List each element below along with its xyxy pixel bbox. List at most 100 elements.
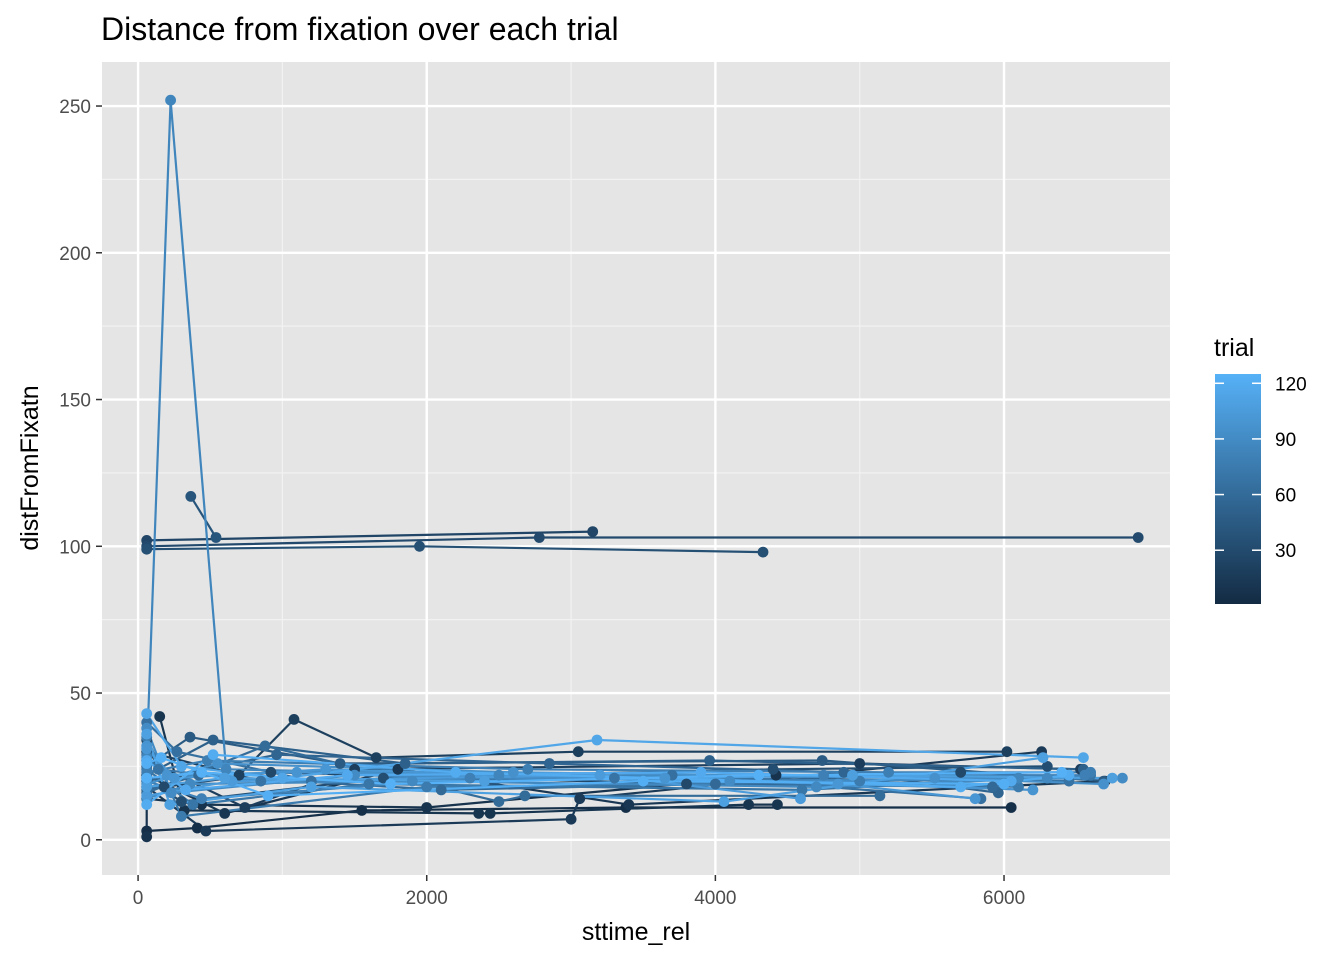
- data-point-trial-5: [356, 805, 368, 816]
- data-point-trial-50: [704, 755, 715, 766]
- data-point-trial-78: [522, 763, 534, 775]
- data-point-trial-10: [772, 799, 783, 810]
- legend-break-label: 60: [1275, 486, 1296, 507]
- data-point-trial-110: [141, 728, 153, 740]
- data-point-trial-115: [277, 772, 288, 784]
- data-point-trial-80: [196, 793, 208, 805]
- data-point-trial-10: [484, 808, 496, 819]
- legend-colorbar: [1215, 374, 1261, 604]
- data-point-trial-28: [681, 778, 692, 790]
- data-point-trial-10: [154, 711, 166, 722]
- data-point-trial-115: [141, 708, 153, 719]
- data-point-trial-98: [291, 766, 303, 778]
- data-point-trial-20: [572, 746, 584, 758]
- chart-title: Distance from fixation over each trial: [101, 11, 619, 47]
- data-point-trial-108: [1106, 772, 1118, 784]
- y-tick-label: 0: [80, 831, 91, 852]
- data-point-trial-20: [1001, 746, 1013, 758]
- data-point-trial-124: [385, 778, 396, 790]
- data-point-trial-95: [212, 758, 223, 769]
- data-point-trial-68: [609, 772, 620, 784]
- legend: trial 30 60 90 120: [1214, 334, 1307, 604]
- data-point-trial-58: [987, 781, 998, 793]
- data-point-trial-58: [710, 778, 721, 790]
- data-point-trial-65: [171, 746, 183, 758]
- legend-break-label: 30: [1275, 541, 1296, 562]
- x-axis-title: sttime_rel: [582, 918, 690, 946]
- data-point-trial-98: [1027, 784, 1039, 796]
- data-point-trial-60: [493, 796, 505, 807]
- data-point-trial-33: [767, 763, 779, 775]
- data-point-trial-35: [141, 543, 153, 555]
- data-point-trial-68: [152, 763, 164, 775]
- data-point-trial-60: [259, 740, 271, 752]
- data-point-trial-90: [165, 787, 177, 799]
- data-point-trial-85: [165, 94, 177, 106]
- data-point-trial-124: [196, 766, 208, 778]
- y-axis: 0 50 100 150 200 250: [59, 97, 102, 852]
- data-point-trial-110: [305, 781, 317, 793]
- data-point-trial-122: [155, 752, 167, 763]
- x-tick-label: 2000: [406, 888, 448, 909]
- data-point-trial-120: [207, 749, 219, 761]
- data-point-trial-110: [1037, 752, 1049, 763]
- data-point-trial-122: [262, 790, 274, 802]
- data-point-trial-75: [176, 810, 187, 822]
- data-point-trial-95: [1098, 778, 1109, 790]
- data-point-trial-122: [637, 775, 649, 787]
- data-point-trial-100: [832, 778, 844, 790]
- y-tick-label: 250: [59, 97, 91, 118]
- data-point-trial-35: [757, 546, 769, 558]
- data-point-trial-95: [507, 766, 519, 778]
- data-point-trial-95: [929, 772, 941, 784]
- data-point-trial-20: [233, 769, 245, 781]
- data-point-trial-55: [838, 766, 850, 778]
- data-point-trial-5: [191, 822, 203, 834]
- data-point-trial-108: [847, 769, 858, 781]
- data-point-trial-115: [591, 734, 603, 746]
- data-point-trial-80: [1079, 769, 1091, 781]
- data-point-trial-68: [255, 775, 267, 787]
- data-point-trial-105: [594, 769, 606, 781]
- data-point-trial-25: [587, 526, 599, 537]
- y-tick-label: 200: [59, 244, 91, 265]
- data-point-trial-70: [187, 799, 199, 810]
- data-point-trial-115: [1078, 752, 1089, 763]
- legend-break-label: 90: [1275, 430, 1296, 451]
- data-point-trial-118: [342, 769, 353, 781]
- data-point-trial-124: [141, 772, 153, 784]
- data-point-trial-124: [1056, 766, 1068, 778]
- plot-panel: [102, 62, 1170, 875]
- data-point-trial-88: [406, 775, 418, 787]
- major-gridlines: [102, 62, 1170, 875]
- data-point-trial-88: [1041, 772, 1053, 784]
- series-line-trial-40: [189, 495, 217, 539]
- y-axis-title: distFromFixatn: [16, 385, 44, 550]
- y-tick-label: 50: [70, 684, 91, 705]
- data-point-trial-80: [818, 769, 829, 781]
- data-point-trial-122: [998, 778, 1010, 790]
- data-point-trial-90: [724, 775, 736, 787]
- data-point-trial-110: [718, 796, 730, 807]
- data-point-trial-8: [141, 831, 153, 843]
- data-point-trial-20: [370, 752, 382, 763]
- data-point-trial-8: [421, 802, 433, 813]
- data-point-trial-28: [265, 766, 277, 778]
- data-point-trial-120: [141, 799, 153, 810]
- data-point-trial-90: [1117, 772, 1128, 784]
- x-tick-label: 6000: [983, 888, 1025, 909]
- data-point-trial-30: [1132, 532, 1144, 543]
- data-point-trial-85: [493, 769, 505, 781]
- data-point-trial-40: [185, 491, 197, 502]
- data-point-trial-108: [141, 781, 153, 793]
- y-tick-label: 100: [59, 537, 91, 558]
- data-point-trial-98: [659, 772, 671, 784]
- data-point-trial-60: [874, 790, 886, 802]
- data-point-trial-10: [473, 808, 485, 819]
- legend-break-label: 120: [1275, 374, 1307, 395]
- x-axis: 0 2000 4000 6000: [133, 875, 1025, 909]
- data-point-trial-100: [168, 772, 180, 784]
- data-point-trial-124: [753, 769, 765, 781]
- data-point-trial-70: [796, 784, 808, 796]
